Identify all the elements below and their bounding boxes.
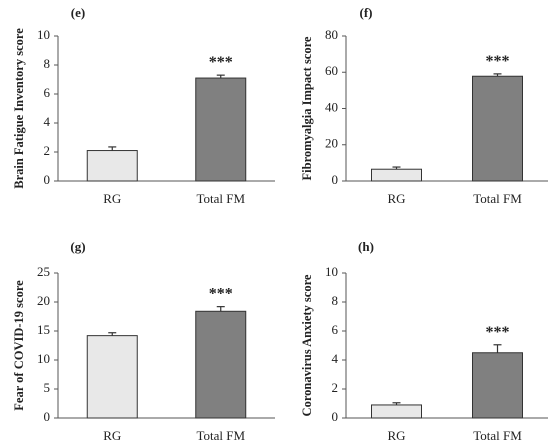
y-tick-label: 10 — [37, 27, 50, 42]
significance-marker: *** — [209, 286, 233, 303]
y-tick-label: 60 — [325, 63, 338, 78]
y-tick-label: 15 — [37, 322, 50, 337]
y-tick-label: 2 — [332, 380, 339, 395]
x-category-label: RG — [387, 428, 405, 443]
significance-marker: *** — [486, 324, 510, 341]
x-category-label: Total FM — [473, 191, 522, 206]
y-tick-label: 20 — [37, 293, 50, 308]
significance-marker: *** — [209, 54, 233, 71]
y-tick-label: 10 — [37, 351, 50, 366]
bar — [371, 404, 422, 419]
panel-label: (h) — [358, 239, 374, 254]
y-tick-label: 2 — [44, 143, 51, 158]
y-tick-label: 80 — [325, 27, 338, 42]
chart-panel: (f) Fibromyalgia Impact score 0 20 40 60 80 RG *… — [300, 5, 548, 206]
bar — [86, 150, 138, 182]
panel-label: (e) — [71, 5, 85, 20]
y-tick-label: 0 — [332, 409, 339, 424]
y-tick-label: 5 — [44, 380, 51, 395]
y-tick-label: 8 — [332, 293, 339, 308]
y-axis-label: Fibromyalgia Impact score — [300, 36, 314, 180]
x-category-label: RG — [387, 191, 405, 206]
chart-panel: (e) Brain Fatigue Inventory score 0 2 4 6 8 10 R… — [12, 5, 275, 206]
x-category-label: Total FM — [196, 191, 245, 206]
chart-panel: (h) Coronavirus Anxiety score 0 2 4 6 8 10 RG ***… — [300, 239, 548, 443]
y-tick-label: 0 — [44, 172, 51, 187]
y-tick-label: 6 — [332, 322, 339, 337]
y-axis-label: Fear of COVID-19 score — [12, 280, 26, 411]
y-tick-label: 10 — [325, 264, 338, 279]
panel-label: (f) — [360, 5, 373, 20]
y-tick-label: 40 — [325, 99, 338, 114]
bar — [195, 310, 247, 419]
bar — [195, 77, 247, 182]
x-category-label: RG — [103, 428, 121, 443]
panel-label: (g) — [70, 239, 85, 254]
bar — [371, 168, 422, 182]
y-axis-label: Coronavirus Anxiety score — [300, 274, 314, 416]
y-tick-label: 20 — [325, 136, 338, 151]
chart-panel: (g) Fear of COVID-19 score 0 5 10 15 20 25 RG ***… — [12, 239, 275, 443]
y-tick-label: 6 — [44, 85, 51, 100]
y-tick-label: 0 — [332, 172, 339, 187]
bar — [472, 75, 523, 182]
y-tick-label: 4 — [332, 351, 339, 366]
y-tick-label: 25 — [37, 264, 50, 279]
bar — [86, 335, 138, 419]
y-tick-label: 0 — [44, 409, 51, 424]
y-tick-label: 4 — [44, 114, 51, 129]
significance-marker: *** — [486, 53, 510, 70]
bar — [472, 352, 523, 419]
y-tick-label: 8 — [44, 56, 51, 71]
x-category-label: RG — [103, 191, 121, 206]
x-category-label: Total FM — [473, 428, 522, 443]
x-category-label: Total FM — [196, 428, 245, 443]
y-axis-label: Brain Fatigue Inventory score — [12, 28, 26, 189]
